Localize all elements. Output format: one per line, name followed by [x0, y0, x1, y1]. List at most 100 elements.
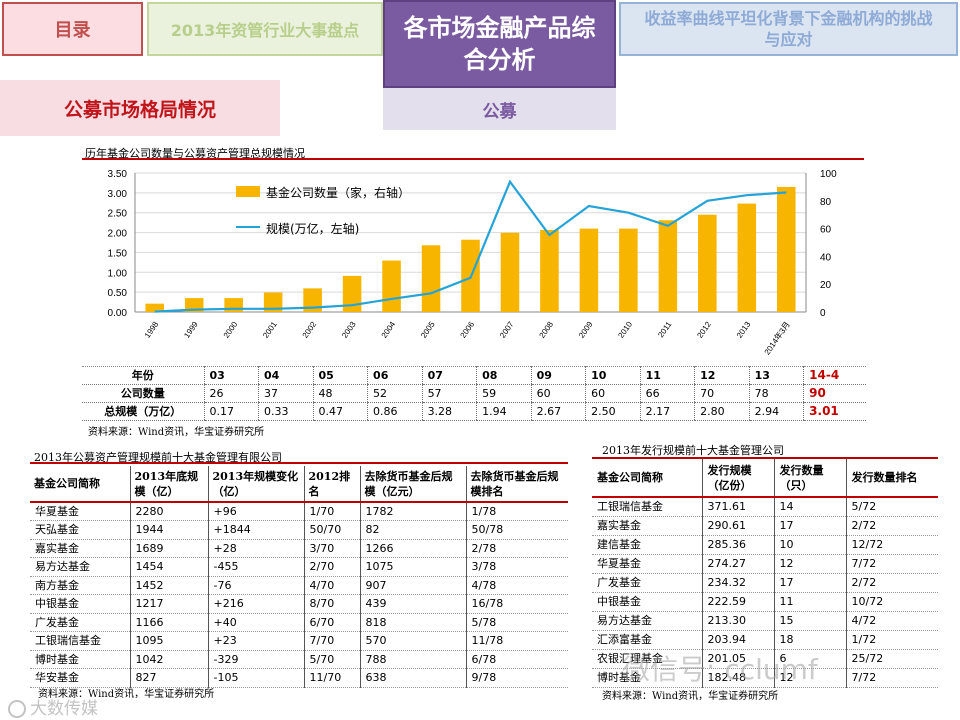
table-cell: -76: [207, 576, 304, 595]
bar: [303, 288, 322, 312]
table-cell: 827: [129, 668, 208, 688]
table-cell: 博时基金: [592, 668, 702, 688]
x-axis-tick: 2003: [340, 320, 358, 340]
watermark-left: 大数传媒: [8, 694, 98, 719]
table-cell: 华夏基金: [30, 502, 130, 521]
bar: [263, 292, 283, 312]
table-cell: 1689: [129, 539, 208, 558]
table-cell: 1217: [129, 594, 208, 614]
table-cell: 70: [694, 384, 750, 403]
table-cell: 213.30: [701, 611, 774, 631]
table-cell: 华夏基金: [592, 554, 702, 574]
issuance-header-cell: 发行数量排名: [845, 459, 938, 498]
tab-industry-review[interactable]: 2013年资管行业大事盘点: [147, 2, 383, 56]
table-cell: 2.17: [639, 402, 695, 421]
left-axis-tick: 3.00: [108, 189, 128, 200]
table-cell: 09: [530, 366, 586, 385]
table-cell: 3/78: [465, 557, 568, 577]
table-cell: 总规模（万亿）: [82, 402, 204, 421]
right-axis-tick: 40: [820, 252, 832, 263]
table-cell: 6/70: [303, 613, 360, 632]
table-cell: 6/78: [465, 650, 568, 669]
table-cell: 274.27: [701, 554, 774, 574]
legend-line-label: 规模(万亿，左轴): [266, 222, 360, 236]
left-axis-tick: 1.50: [108, 248, 128, 259]
table-row: 工银瑞信基金 371.61 14 5/72: [592, 497, 938, 517]
table-cell: 1452: [129, 576, 208, 595]
table-cell: 570: [359, 631, 466, 651]
table-row: 汇添富基金 203.94 18 1/72: [592, 630, 938, 650]
table-cell: 48: [312, 384, 368, 403]
table-cell: 1166: [129, 613, 208, 632]
table-cell: 78: [748, 384, 804, 403]
table-cell: 12: [694, 366, 750, 385]
table-cell: 工银瑞信基金: [592, 497, 702, 517]
table-row: 嘉实基金 290.61 17 2/72: [592, 516, 938, 536]
table-cell: 7/70: [303, 631, 360, 651]
bar: [540, 229, 559, 312]
source-note: 资料来源：Wind资讯，华宝证券研究所: [602, 691, 779, 702]
table-cell: 37: [258, 384, 314, 403]
table-cell: 16/78: [465, 594, 568, 614]
x-axis-tick: 1998: [143, 320, 161, 340]
table-cell: 4/78: [465, 576, 568, 595]
x-axis-tick: 2000: [222, 320, 240, 340]
x-axis-tick: 2010: [616, 320, 634, 340]
table-cell: 82: [359, 520, 466, 540]
bar: [382, 260, 401, 312]
table-cell: 234.32: [701, 573, 774, 593]
aum-header-cell: 2012排名: [303, 466, 360, 503]
table-cell: 0.47: [312, 402, 368, 421]
table-cell: 年份: [82, 366, 204, 385]
table-row: 中银基金 222.59 11 10/72: [592, 592, 938, 612]
subsection-tab[interactable]: 公募: [383, 88, 616, 130]
table-cell: 5/70: [303, 650, 360, 669]
table-cell: 3/70: [303, 539, 360, 558]
section-heading: 公募市场格局情况: [0, 80, 280, 136]
table-cell: 嘉实基金: [592, 516, 702, 536]
table-cell: 818: [359, 613, 466, 632]
x-axis-tick: 1999: [182, 320, 200, 340]
table-cell: 1454: [129, 557, 208, 577]
table-cell: 13: [748, 366, 804, 385]
table-cell: 66: [639, 384, 695, 403]
table-cell: 17: [773, 516, 846, 536]
table-cell: 6: [773, 649, 846, 669]
table-cell: 1/70: [303, 502, 360, 521]
aum-table-rule: [30, 462, 568, 464]
table-cell: +23: [207, 631, 304, 651]
table-cell: 工银瑞信基金: [30, 631, 130, 651]
year-table: 年份 03 04 05 06 07 08 09 10 11 12 13 14-4 公司数量 26 37 48 52…: [82, 366, 866, 421]
table-cell: -329: [207, 650, 304, 669]
bar: [737, 203, 757, 312]
legend-bar-swatch: [236, 186, 260, 197]
right-axis-tick: 80: [820, 197, 832, 208]
legend-bar-label: 基金公司数量（家，右轴）: [266, 186, 411, 200]
tab-product-analysis[interactable]: 各市场金融产品综合分析: [383, 0, 616, 88]
table-cell: 5/78: [465, 613, 568, 632]
x-axis-tick: 2001: [261, 320, 279, 340]
table-row: 博时基金 182.48 12 7/72: [592, 668, 938, 688]
table-cell: 11: [639, 366, 695, 385]
bar: [342, 275, 362, 312]
table-cell: 10/72: [845, 592, 938, 612]
table-cell: 天弘基金: [30, 520, 130, 540]
chart-title: 历年基金公司数量与公募资产管理总规模情况: [85, 147, 305, 160]
table-cell: 3.01: [803, 402, 866, 421]
x-axis-tick: 2004: [380, 320, 398, 340]
table-cell: 7/72: [845, 668, 938, 688]
table-cell: 182.48: [701, 668, 774, 688]
tab-challenges[interactable]: 收益率曲线平坦化背景下金融机构的挑战与应对: [619, 2, 958, 56]
table-cell: 12/72: [845, 535, 938, 555]
scale-line: [154, 179, 787, 313]
left-axis-tick: 3.50: [108, 169, 128, 180]
left-axis-tick: 1.00: [108, 268, 128, 279]
chart: 0.00 0.50 1.00 1.50 2.00 2.50 3.00 3.50 0 20 40 60 8…: [108, 169, 838, 356]
table-cell: 嘉实基金: [30, 539, 130, 558]
table-cell: 50/70: [303, 520, 360, 540]
watermark: 微信号: cclumf: [622, 653, 818, 686]
issuance-table: 基金公司简称 发行规模（亿份） 发行数量（只） 发行数量排名 工银瑞信基金 371.61 1…: [592, 459, 938, 688]
x-axis-tick: 2007: [498, 320, 516, 340]
table-cell: 2/72: [845, 573, 938, 593]
tab-toc[interactable]: 目录: [2, 2, 143, 56]
